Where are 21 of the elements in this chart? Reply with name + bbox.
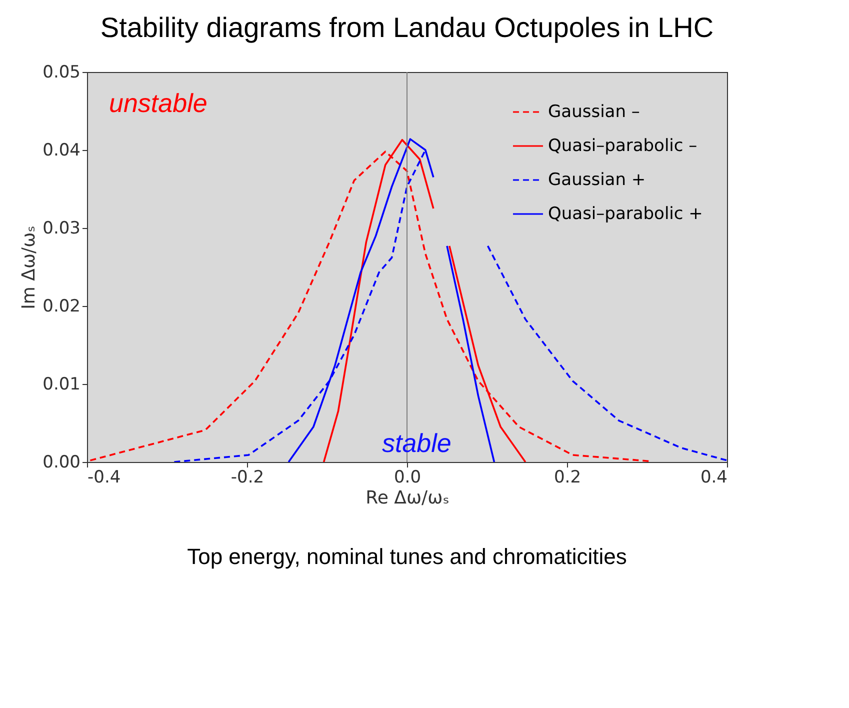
text: Top energy, nominal tunes and chromaticities: [187, 544, 627, 569]
x-tick-label: -0.2: [230, 468, 264, 488]
x-tick-label: 0.0: [394, 468, 422, 488]
x-axis-title: Re Δω/ωₛ: [366, 488, 450, 508]
legend-label: Gaussian +: [548, 170, 646, 190]
y-tick-label: 0.03: [42, 218, 80, 238]
y-tick-label: 0.01: [42, 374, 80, 394]
y-tick-label: 0.00: [42, 452, 80, 472]
x-tick-label: 0.4: [700, 468, 728, 488]
legend-label: Quasi–parabolic –: [548, 136, 698, 156]
legend-label: Quasi–parabolic +: [548, 204, 703, 224]
y-tick-label: 0.05: [42, 62, 80, 82]
chart-title: Stability diagrams from Landau Octupoles in LHC: [100, 12, 714, 43]
y-axis-title: Im Δω/ωₛ: [18, 226, 40, 310]
y-tick-label: 0.02: [42, 296, 80, 316]
x-tick-label: 0.2: [554, 468, 582, 488]
annotation: stable: [382, 428, 452, 458]
y-tick-label: 0.04: [42, 140, 80, 160]
annotation: unstable: [109, 88, 208, 118]
x-tick-label: -0.4: [88, 468, 121, 488]
legend-label: Gaussian –: [548, 102, 640, 122]
